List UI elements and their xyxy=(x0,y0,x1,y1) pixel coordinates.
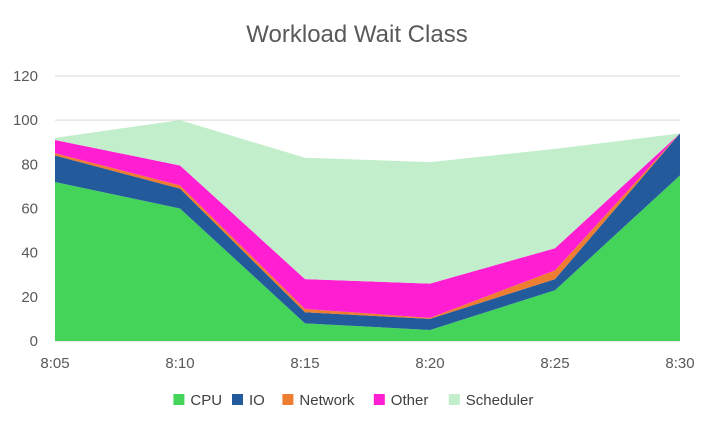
legend-swatch xyxy=(373,394,385,405)
axes: 0 20 40 60 80 100 120 8:05 8:10 8:15 8:20 8:25 8:30 xyxy=(13,68,695,372)
legend: CPU IO Network Other Scheduler xyxy=(173,392,533,409)
x-tick-label: 8:25 xyxy=(540,355,569,372)
legend-label: CPU xyxy=(190,392,222,409)
area-other xyxy=(55,133,680,318)
y-tick-label: 120 xyxy=(13,68,38,85)
y-tick-label: 20 xyxy=(21,289,38,306)
legend-item-other: Other xyxy=(373,392,429,409)
legend-item-scheduler: Scheduler xyxy=(448,392,534,409)
legend-item-network: Network xyxy=(282,392,355,409)
y-tick-label: 40 xyxy=(21,245,38,262)
legend-label: Network xyxy=(299,392,355,409)
legend-label: IO xyxy=(249,392,265,409)
area-series xyxy=(55,120,680,341)
y-tick-label: 0 xyxy=(30,333,38,350)
area-scheduler xyxy=(55,120,680,284)
x-tick-label: 8:30 xyxy=(665,355,694,372)
x-tick-label: 8:15 xyxy=(290,355,319,372)
legend-item-io: IO xyxy=(232,392,265,409)
chart-title: Workload Wait Class xyxy=(246,21,467,48)
x-tick-label: 8:10 xyxy=(165,355,194,372)
y-tick-label: 100 xyxy=(13,112,38,129)
legend-swatch xyxy=(282,394,294,405)
x-tick-label: 8:20 xyxy=(415,355,444,372)
area-cpu xyxy=(55,175,680,341)
legend-label: Scheduler xyxy=(466,392,534,409)
legend-label: Other xyxy=(391,392,429,409)
y-tick-label: 80 xyxy=(21,156,38,173)
legend-item-cpu: CPU xyxy=(173,392,222,409)
legend-swatch xyxy=(232,394,243,405)
legend-swatch xyxy=(173,394,185,405)
legend-swatch xyxy=(448,394,460,405)
x-tick-label: 8:05 xyxy=(40,355,69,372)
y-tick-label: 60 xyxy=(21,201,38,218)
